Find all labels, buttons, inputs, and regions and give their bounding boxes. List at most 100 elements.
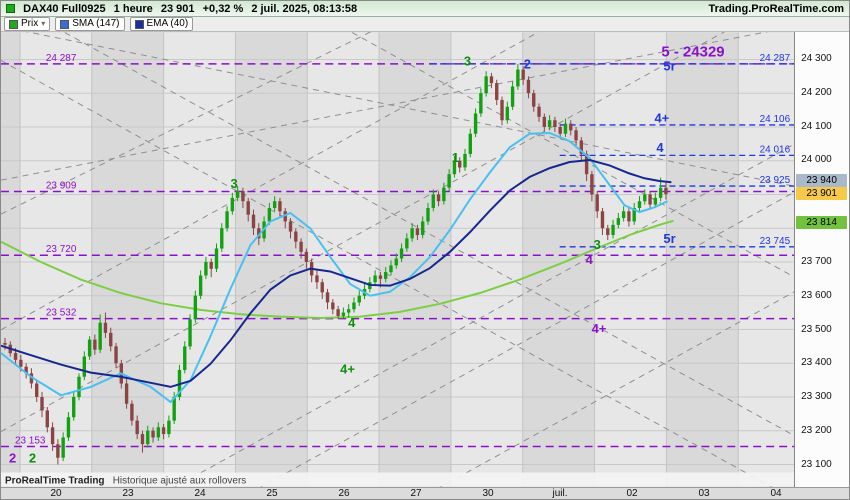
price-axis-label: 24 000 [801, 154, 832, 165]
legend-prix[interactable]: Prix ▾ [4, 17, 51, 31]
candle-body [648, 194, 652, 205]
candle-body [664, 187, 668, 195]
wave-annotation[interactable]: 4 [656, 140, 664, 155]
time-axis[interactable]: 20 23 24 25 26 27 30 juil. 02 03 04 [1, 487, 849, 499]
legend-prix-label: Prix [21, 18, 39, 29]
candle-body [421, 221, 425, 235]
candle-body [399, 248, 404, 259]
trendline[interactable] [1, 32, 430, 215]
candle-body [415, 228, 420, 236]
candle-body [643, 194, 647, 202]
session-band [1, 32, 20, 487]
candle-body [193, 295, 198, 320]
wave-annotation[interactable]: 2 [524, 56, 531, 71]
candle-body [82, 356, 86, 377]
candle-body [584, 153, 589, 175]
candle-body [521, 69, 525, 80]
candle-body [198, 275, 203, 296]
candle-body [542, 116, 547, 127]
wave-annotation[interactable]: 5r [663, 231, 675, 246]
wave-annotation[interactable]: 5 - 24329 [661, 43, 724, 60]
wave-annotation[interactable]: 4 [348, 315, 356, 330]
trendline[interactable] [1, 32, 795, 187]
candle-body [563, 123, 568, 134]
price-change: +0,32 % [202, 2, 244, 15]
candle-body [103, 322, 108, 333]
candle-body [373, 275, 377, 283]
wave-annotation[interactable]: 4+ [340, 362, 355, 377]
time-axis-label: 25 [266, 488, 278, 499]
candle-body [45, 410, 49, 428]
trendline[interactable] [1, 32, 777, 433]
trendline[interactable] [1, 60, 794, 487]
candle-body [336, 309, 340, 316]
legend-bar: Prix ▾ SMA (147) EMA (40) [1, 17, 849, 32]
retracement-price-label: 23 925 [760, 175, 791, 186]
trendline[interactable] [418, 291, 795, 487]
legend-sma-label: SMA (147) [72, 18, 120, 29]
wave-annotation[interactable]: 4 [586, 252, 594, 267]
wave-annotation[interactable]: 3 [594, 237, 601, 252]
wave-annotation[interactable]: 2 [9, 451, 16, 466]
trendline[interactable] [1, 32, 794, 181]
wave-annotation[interactable]: 1 [452, 150, 459, 165]
candle-body [204, 261, 208, 276]
ema-40-line[interactable] [1, 159, 672, 388]
candle-body [558, 127, 562, 134]
candle-body [220, 228, 224, 249]
wave-annotation[interactable]: 5r [663, 58, 675, 73]
candle-body [389, 265, 393, 273]
trendline[interactable] [238, 191, 795, 487]
candle-body [621, 211, 626, 219]
candle-body [172, 396, 176, 421]
candle-body [331, 302, 335, 310]
candle-body [188, 319, 192, 347]
fast-average-line[interactable] [1, 131, 668, 404]
footer-rollover-note: Historique ajusté aux rollovers [113, 475, 247, 486]
candle-body [225, 211, 229, 229]
sma-color-swatch [60, 19, 70, 29]
wave-annotation[interactable]: 3 [230, 176, 237, 191]
price-tag-box: 23 814 [796, 216, 848, 229]
brand-link[interactable]: Trading.ProRealTime.com [708, 2, 844, 15]
current-datetime: 2 juil. 2025, 08:13:58 [251, 2, 358, 15]
trendline[interactable] [1, 32, 592, 331]
wave-annotation[interactable]: 3 [464, 53, 471, 68]
trendlines [1, 32, 795, 487]
time-axis-label: 03 [698, 488, 710, 499]
prix-color-swatch [9, 19, 18, 29]
candle-body [553, 120, 557, 128]
legend-ema[interactable]: EMA (40) [129, 17, 194, 31]
wave-annotation[interactable]: 2 [29, 451, 36, 466]
price-axis-label: 24 300 [801, 53, 832, 64]
candle-body [246, 201, 250, 215]
last-price: 23 901 [160, 2, 195, 15]
price-axis[interactable]: 24 300 24 200 24 100 24 000 23 700 23 600 23 5… [794, 32, 849, 487]
candle-body [637, 201, 642, 209]
trendline[interactable] [153, 143, 795, 487]
trendline[interactable] [64, 32, 795, 437]
candle-body [151, 430, 155, 438]
time-axis-label: juil. [552, 488, 568, 499]
footer-brand-label: ProRealTime Trading [5, 475, 105, 486]
candle-body [600, 211, 605, 229]
legend-ema-label: EMA (40) [146, 18, 189, 29]
candle-body [426, 208, 430, 222]
price-axis-label: 24 100 [801, 121, 832, 132]
time-axis-label: 24 [194, 488, 206, 499]
candle-body [50, 427, 55, 445]
price-axis-label: 23 600 [801, 290, 832, 301]
candle-body [447, 174, 451, 188]
candle-body [156, 427, 161, 438]
time-axis-label: 26 [338, 488, 350, 499]
candle-body [19, 359, 23, 367]
wave-annotation[interactable]: 4+ [654, 110, 669, 125]
legend-sma[interactable]: SMA (147) [55, 17, 125, 31]
sma-147-line[interactable] [1, 219, 674, 319]
candle-body [352, 302, 356, 310]
chevron-down-icon: ▾ [41, 19, 46, 28]
wave-annotation[interactable]: 4+ [592, 321, 607, 336]
price-axis-label: 23 200 [801, 425, 832, 436]
